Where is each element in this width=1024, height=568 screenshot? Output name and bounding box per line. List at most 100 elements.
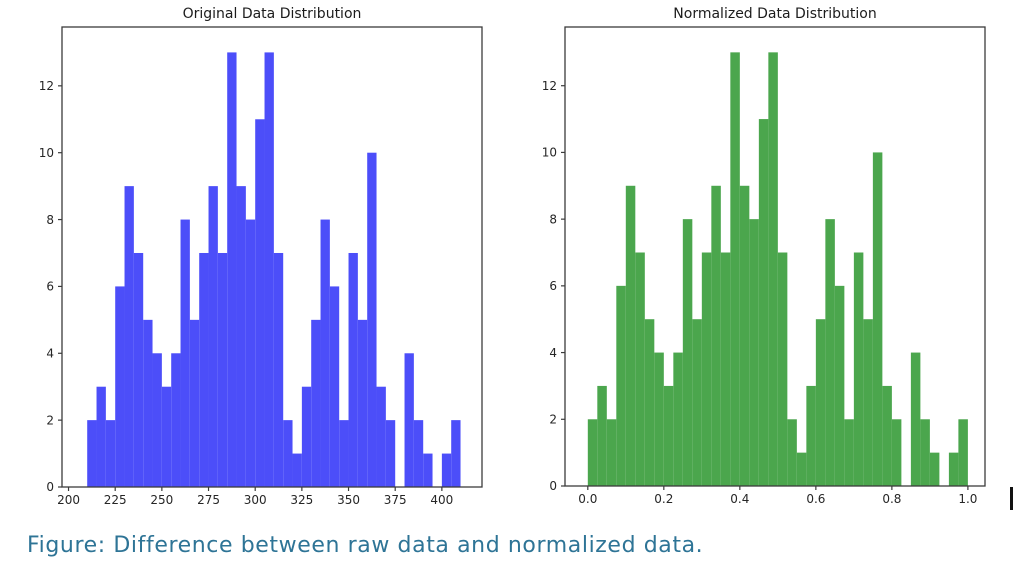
y-tick-label: 2: [549, 412, 557, 426]
x-tick-label: 400: [430, 493, 453, 507]
histogram-bar: [948, 452, 959, 486]
x-tick-label: 0.0: [578, 492, 597, 506]
histogram-bar: [255, 119, 265, 488]
x-tick-label: 200: [57, 493, 80, 507]
histogram-bar: [124, 186, 134, 487]
histogram-bar: [441, 453, 452, 487]
histogram-bar: [376, 386, 386, 487]
chart-title-original: Original Data Distribution: [183, 6, 362, 22]
histogram-bar: [273, 252, 284, 487]
histogram-bar: [825, 219, 835, 486]
y-tick-label: 4: [549, 346, 557, 360]
chart-original-data-distribution: Original Data Distribution 200 225 250 275 3…: [39, 6, 483, 507]
y-tick-label: 0: [46, 480, 54, 494]
histogram-bar: [720, 252, 731, 486]
histogram-bar: [152, 353, 162, 487]
histogram-bar: [339, 420, 349, 487]
histogram-bar: [682, 219, 693, 486]
histogram-bar: [777, 252, 788, 486]
histogram-bar: [654, 352, 664, 486]
histogram-bar: [311, 319, 321, 487]
histogram-bar: [758, 119, 769, 486]
histogram-bar: [739, 185, 750, 486]
x-tick-label: 250: [150, 493, 173, 507]
y-tick-label: 4: [46, 346, 54, 360]
histogram-bar: [245, 219, 256, 487]
x-tick-label: 0.2: [654, 492, 673, 506]
histogram-bar: [958, 419, 968, 486]
histogram-bar: [404, 353, 414, 487]
histogram-bar: [597, 385, 607, 486]
x-tick-label: 275: [197, 493, 220, 507]
histogram-bar: [385, 420, 396, 487]
histogram-bar: [815, 319, 826, 486]
histogram-bar: [87, 420, 97, 487]
axes-box: [61, 26, 483, 488]
histogram-bar: [796, 452, 807, 486]
plot-area-original: 200 225 250 275 300 325 350 375 400 0 2 4 6 8 10 12: [39, 26, 483, 507]
histogram-bar: [910, 352, 921, 486]
histogram-bar: [644, 319, 655, 486]
histogram-bar: [423, 453, 433, 487]
x-tick-label: 300: [244, 493, 267, 507]
histogram-bar: [413, 420, 424, 487]
chart-title-normalized: Normalized Data Distribution: [673, 6, 876, 22]
histogram-bar: [292, 453, 302, 487]
y-tick-label: 0: [549, 479, 557, 493]
histogram-bar: [264, 52, 274, 487]
y-tick-label: 12: [542, 79, 557, 93]
histogram-bar: [844, 419, 854, 486]
histogram-bar: [730, 52, 740, 486]
x-tick-label: 1.0: [958, 492, 977, 506]
histogram-bar: [711, 185, 721, 486]
y-tick-label: 12: [39, 79, 54, 93]
x-tick-label: 0.8: [882, 492, 901, 506]
histogram-bar: [929, 452, 940, 486]
histogram-bar: [625, 185, 636, 486]
histogram-bar: [115, 286, 125, 487]
histogram-bar: [587, 419, 598, 486]
x-tick-label: 0.4: [730, 492, 749, 506]
histogram-bar: [673, 352, 683, 486]
histogram-bar: [701, 252, 712, 486]
histogram-bar: [236, 186, 246, 487]
histogram-bar: [806, 385, 816, 486]
histogram-bar: [301, 386, 312, 487]
y-tick-label: 6: [549, 279, 557, 293]
histogram-bar: [853, 252, 864, 486]
histogram-bar: [320, 219, 330, 487]
histogram-bar: [189, 319, 200, 487]
histogram-bar: [180, 219, 190, 487]
histogram-bar: [872, 152, 883, 487]
histogram-bar: [920, 419, 930, 486]
histogram-bar: [451, 420, 461, 487]
chart-normalized-data-distribution: Normalized Data Distribution 0.0 0.2 0.4 0.…: [542, 6, 986, 506]
y-tick-label: 6: [46, 280, 54, 294]
histogram-bar: [616, 285, 626, 486]
histogram-bar: [227, 52, 237, 487]
y-tick-label: 8: [46, 213, 54, 227]
histogram-bar: [143, 319, 153, 487]
plot-area-normalized: 0.0 0.2 0.4 0.6 0.8 1.0 0 2 4 6 8 10 12: [542, 26, 986, 506]
histogram-bar: [171, 353, 181, 487]
y-tick-label: 10: [542, 146, 557, 160]
histogram-bar: [787, 419, 797, 486]
histogram-bar: [863, 319, 873, 486]
x-tick-label: 375: [384, 493, 407, 507]
x-tick-label: 0.6: [806, 492, 825, 506]
histogram-bar: [283, 420, 293, 487]
y-tick-label: 2: [46, 413, 54, 427]
histogram-bar: [367, 152, 377, 487]
histogram-bar: [348, 252, 358, 487]
histogram-bar: [891, 419, 902, 486]
histogram-bar: [96, 386, 106, 487]
histogram-bar: [133, 252, 144, 487]
histogram-bar: [692, 319, 702, 486]
histogram-bar: [749, 219, 759, 486]
histogram-bar: [834, 285, 845, 486]
histogram-bar: [199, 252, 209, 487]
histogram-bar: [663, 385, 674, 486]
y-tick-label: 10: [39, 146, 54, 160]
histogram-bar: [882, 385, 892, 486]
